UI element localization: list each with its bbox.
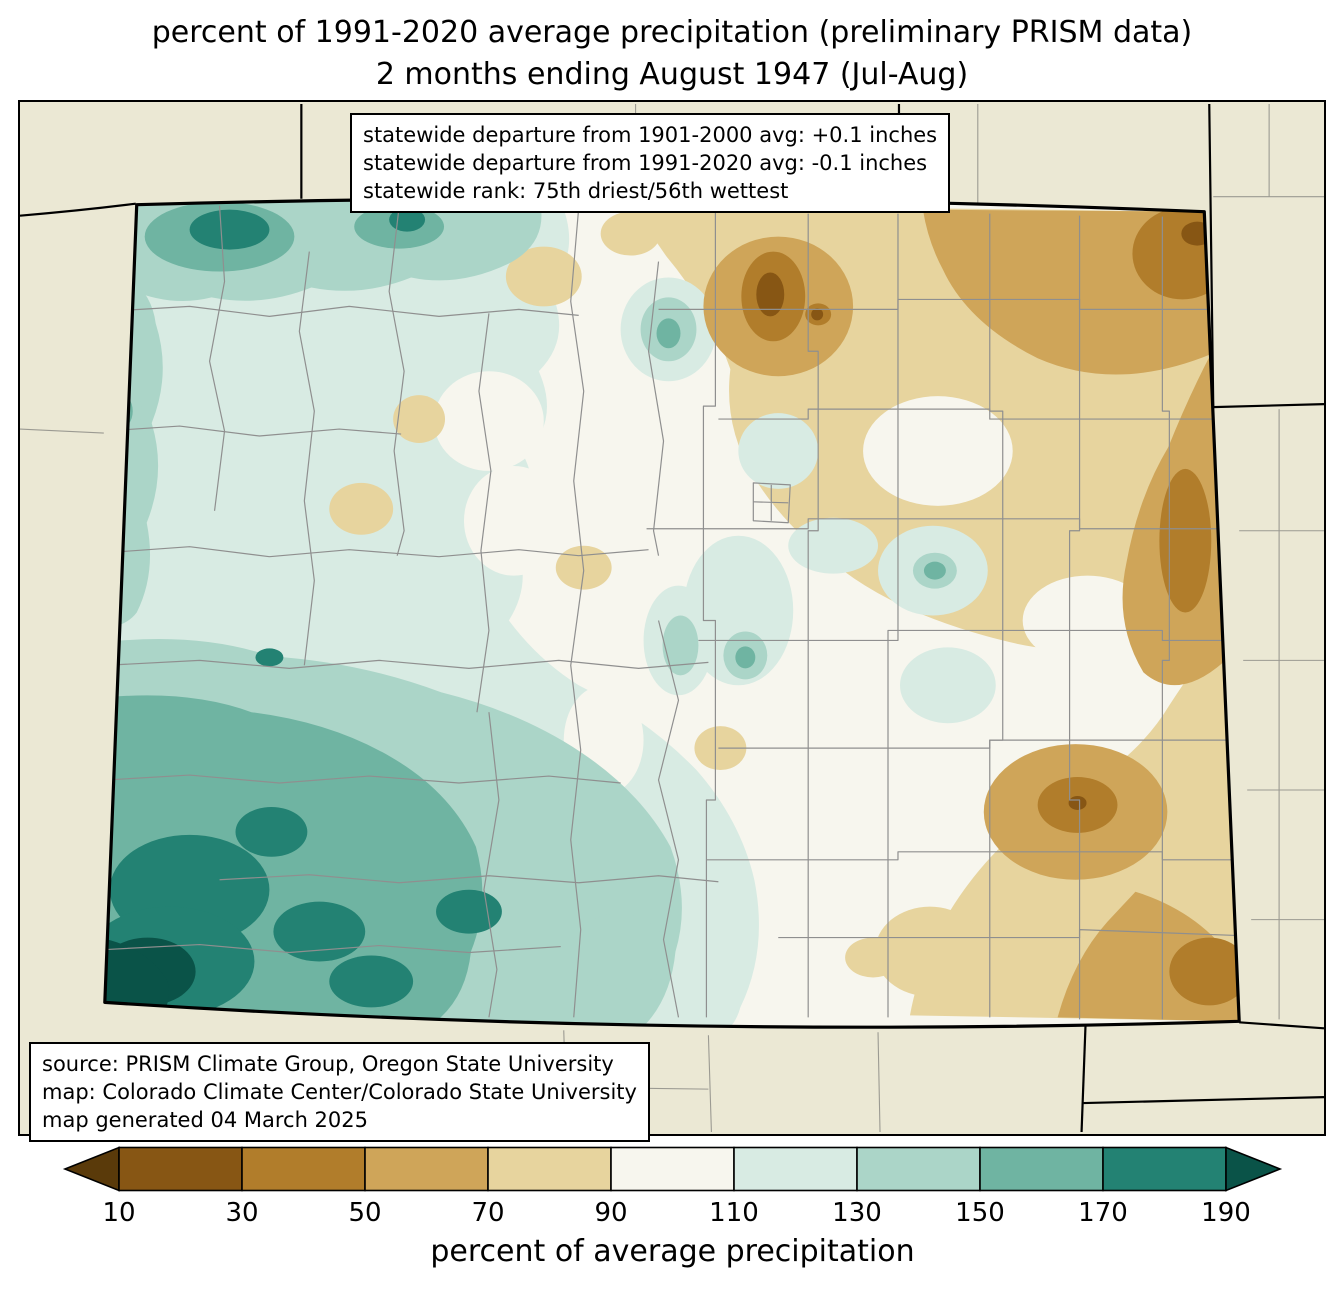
- county-boundary-line: [104, 659, 709, 669]
- source-line-1: source: PRISM Climate Group, Oregon Stat…: [42, 1052, 614, 1076]
- contour-region: [899, 647, 996, 724]
- colorbar-segment: [364, 1146, 489, 1192]
- contour-region: [434, 371, 544, 471]
- county-boundary-line: [718, 408, 1226, 420]
- county-boundary-line: [104, 425, 402, 437]
- precipitation-contours-layer: [104, 198, 1240, 1028]
- county-boundary-line: [646, 518, 1230, 530]
- colorbar-segment: [1102, 1146, 1227, 1192]
- contour-region: [189, 209, 270, 250]
- contour-region: [1169, 937, 1240, 1006]
- colorbar-tick-label: 30: [225, 1198, 259, 1228]
- county-boundary-line: [657, 620, 680, 1018]
- contour-region: [923, 561, 946, 580]
- county-boundary-line: [105, 774, 621, 784]
- contour-region: [735, 646, 756, 669]
- county-boundary-line: [105, 943, 561, 954]
- contour-region: [273, 901, 366, 962]
- county-boundary-line: [698, 629, 1234, 642]
- colorbar-area: 10 30 50 70 90 110 130 150 170 190 percent of ave…: [62, 1146, 1283, 1296]
- county-boundary-line: [752, 482, 791, 524]
- colorbar-segment: [733, 1146, 858, 1192]
- contour-region: [656, 318, 681, 349]
- contour-region: [235, 806, 308, 857]
- colorbar-tick-label: 130: [832, 1198, 882, 1228]
- colorbar-segment: [856, 1146, 981, 1192]
- title-line-1: percent of 1991-2020 average precipitati…: [151, 15, 1193, 50]
- county-boundary-line: [483, 712, 500, 1018]
- county-boundary-line: [702, 210, 716, 1018]
- colorbar-tick-label: 70: [471, 1198, 505, 1228]
- county-boundary-line: [658, 298, 1218, 310]
- contour-region: [463, 465, 564, 576]
- contour-region: [1022, 575, 1153, 666]
- county-boundary-line: [706, 851, 1238, 861]
- county-boundary-line: [105, 305, 579, 317]
- county-boundary-line: [570, 207, 585, 1018]
- source-line-3: map generated 04 March 2025: [42, 1108, 369, 1132]
- colorbar-tick-label: 90: [594, 1198, 628, 1228]
- contour-region: [329, 482, 394, 535]
- county-boundary-line: [807, 213, 819, 1018]
- contour-region: [662, 615, 699, 676]
- contour-region: [863, 396, 1013, 506]
- colorbar-caption: percent of average precipitation: [430, 1234, 915, 1269]
- source-credit-box: source: PRISM Climate Group, Oregon Stat…: [29, 1042, 650, 1142]
- contour-region: [875, 906, 985, 997]
- contour-region: [255, 648, 284, 667]
- colorbar-tick-labels: 10 30 50 70 90 110 130 150 170 190: [64, 1198, 1281, 1232]
- contour-region: [1068, 795, 1087, 810]
- title-line-2: 2 months ending August 1947 (Jul-Aug): [375, 57, 969, 92]
- page-title: percent of 1991-2020 average precipitati…: [0, 12, 1344, 96]
- county-boundaries-layer: [104, 205, 1240, 1020]
- colorbar-tick-label: 190: [1201, 1198, 1251, 1228]
- contour-region: [393, 395, 446, 444]
- colorbar-tick-label: 10: [102, 1198, 136, 1228]
- colorbar-tick-label: 110: [709, 1198, 759, 1228]
- county-boundary-line: [476, 313, 492, 713]
- contour-region: [329, 955, 414, 1008]
- contour-region: [436, 889, 502, 934]
- contour-region: [104, 934, 169, 1025]
- county-boundary-line: [647, 261, 665, 556]
- statewide-stats-box: statewide departure from 1901-2000 avg: …: [350, 113, 951, 213]
- colorbar: [62, 1146, 1283, 1192]
- contour-region: [505, 246, 582, 307]
- county-boundary-line: [718, 739, 1236, 749]
- county-boundary-line: [989, 213, 1004, 1018]
- colorbar-tick-label: 150: [955, 1198, 1005, 1228]
- source-line-2: map: Colorado Climate Center/Colorado St…: [42, 1080, 637, 1104]
- county-boundary-line: [219, 874, 719, 884]
- stats-line-1: statewide departure from 1901-2000 avg: …: [363, 123, 938, 147]
- county-boundary-line: [388, 206, 405, 556]
- colorbar-over-arrow: [1225, 1146, 1283, 1192]
- stats-line-3: statewide rank: 75th driest/56th wettest: [363, 179, 789, 203]
- colorbar-under-arrow: [62, 1146, 120, 1192]
- contour-region: [811, 308, 824, 321]
- county-boundary-line: [778, 928, 1240, 939]
- county-boundary-line: [1161, 216, 1170, 1020]
- colorbar-segment: [118, 1146, 243, 1192]
- contour-region: [600, 211, 661, 256]
- colorbar-tick-label: 170: [1078, 1198, 1128, 1228]
- colorbar-segment: [979, 1146, 1104, 1192]
- colorbar-segment: [241, 1146, 366, 1192]
- stats-line-2: statewide departure from 1991-2020 avg: …: [363, 151, 928, 175]
- county-boundary-line: [105, 546, 649, 558]
- colorado-precipitation-map: [20, 102, 1324, 1134]
- colorbar-tick-label: 50: [348, 1198, 382, 1228]
- county-boundary-line: [208, 205, 226, 511]
- contour-region: [788, 517, 879, 574]
- colorbar-segment: [487, 1146, 612, 1192]
- contour-region: [738, 413, 819, 489]
- contour-region: [1159, 468, 1212, 613]
- county-boundary-line: [1068, 215, 1081, 1020]
- contour-region: [570, 913, 667, 990]
- county-boundary-line: [298, 251, 315, 666]
- colorbar-segment: [610, 1146, 735, 1192]
- county-boundary-line: [887, 213, 899, 1018]
- map-frame: statewide departure from 1901-2000 avg: …: [18, 100, 1326, 1142]
- contour-region: [756, 272, 785, 317]
